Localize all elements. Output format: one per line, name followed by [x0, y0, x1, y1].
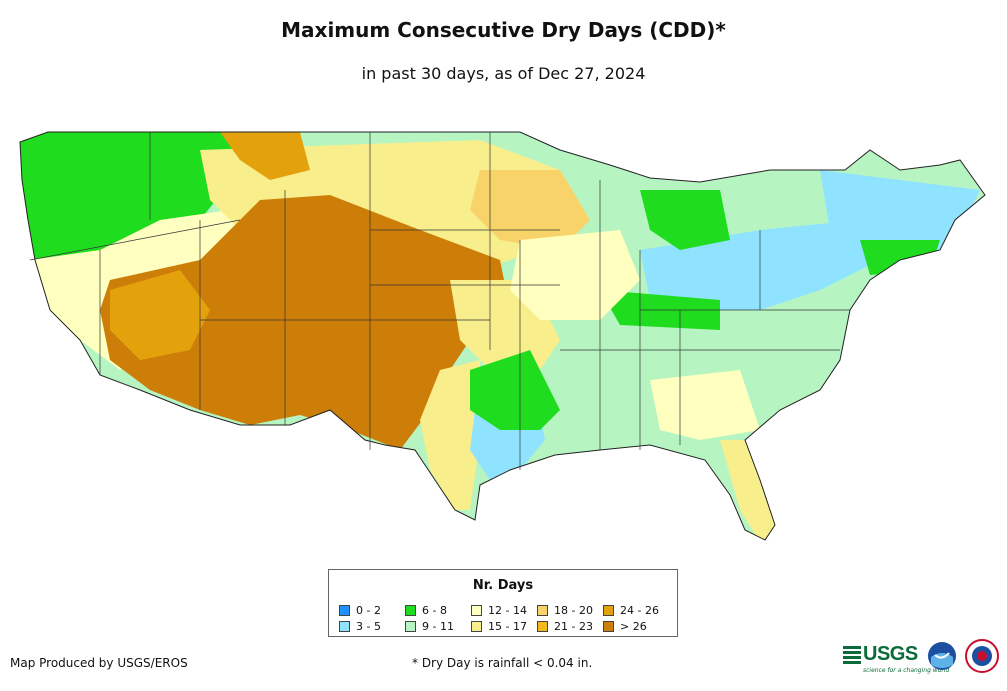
region-montana-24-26	[220, 132, 310, 180]
credit-text: Map Produced by USGS/EROS	[10, 656, 188, 670]
legend-item: 21 - 23	[537, 618, 603, 634]
cdd-map-regions	[20, 132, 985, 540]
legend-swatch	[339, 604, 350, 616]
legend-swatch	[537, 604, 548, 616]
usgs-tagline: science for a changing world	[863, 667, 950, 674]
legend-swatch	[603, 620, 614, 632]
legend-label: 18 - 20	[554, 603, 593, 617]
legend-swatch	[471, 604, 482, 616]
legend-swatch	[471, 620, 482, 632]
legend-swatch	[603, 604, 614, 616]
region-southwest-gt26	[100, 195, 510, 450]
legend-swatch	[405, 604, 416, 616]
legend-label: 12 - 14	[488, 603, 527, 617]
legend-swatch	[405, 620, 416, 632]
legend-swatch	[339, 620, 350, 632]
legend-item: 18 - 20	[537, 602, 603, 618]
legend-item: 15 - 17	[471, 618, 537, 634]
legend-item: 3 - 5	[339, 618, 405, 634]
region-iowa-12-14	[510, 230, 640, 320]
legend-label: 24 - 26	[620, 603, 659, 617]
map-subtitle: in past 30 days, as of Dec 27, 2024	[361, 64, 646, 83]
region-great-lakes-6-8	[640, 190, 730, 250]
legend-label: 6 - 8	[422, 603, 447, 617]
usgs-logo: USGS	[843, 643, 918, 666]
region-pacific-nw-6-8	[20, 132, 240, 270]
nws-logo-icon	[965, 639, 999, 673]
state-boundaries	[29, 132, 850, 470]
cdd-map	[19, 131, 986, 541]
us-outline	[19, 131, 986, 541]
legend-label: > 26	[620, 619, 647, 633]
legend-item: > 26	[603, 618, 669, 634]
legend-label: 15 - 17	[488, 619, 527, 633]
agency-logos: USGS science for a changing world	[843, 637, 1003, 681]
legend-label: 0 - 2	[356, 603, 381, 617]
region-arklatex-6-8	[470, 350, 560, 430]
legend-item: 9 - 11	[405, 618, 471, 634]
legend-item: 6 - 8	[405, 602, 471, 618]
legend-item: 12 - 14	[471, 602, 537, 618]
noaa-logo-icon	[928, 642, 956, 670]
region-new-england-6-8	[860, 240, 940, 275]
legend-items: 0 - 2 3 - 5 6 - 8 9 - 11 12 - 14 15 - 17 18 - …	[339, 602, 669, 634]
region-nevada-24-26	[110, 270, 210, 360]
legend-swatch	[537, 620, 548, 632]
legend-label: 21 - 23	[554, 619, 593, 633]
region-northeast-3-5	[820, 170, 980, 260]
legend-label: 3 - 5	[356, 619, 381, 633]
legend-item: 24 - 26	[603, 602, 669, 618]
usgs-mark-icon	[843, 645, 861, 664]
legend-item: 0 - 2	[339, 602, 405, 618]
legend: Nr. Days 0 - 2 3 - 5 6 - 8 9 - 11 12 - 14 15 …	[328, 569, 678, 637]
map-title: Maximum Consecutive Dry Days (CDD)*	[281, 18, 726, 42]
legend-title: Nr. Days	[472, 578, 534, 593]
region-southeast-12-14	[650, 370, 760, 440]
region-texas-east-15-17	[420, 360, 480, 510]
legend-label: 9 - 11	[422, 619, 454, 633]
footnote-text: * Dry Day is rainfall < 0.04 in.	[412, 656, 593, 670]
